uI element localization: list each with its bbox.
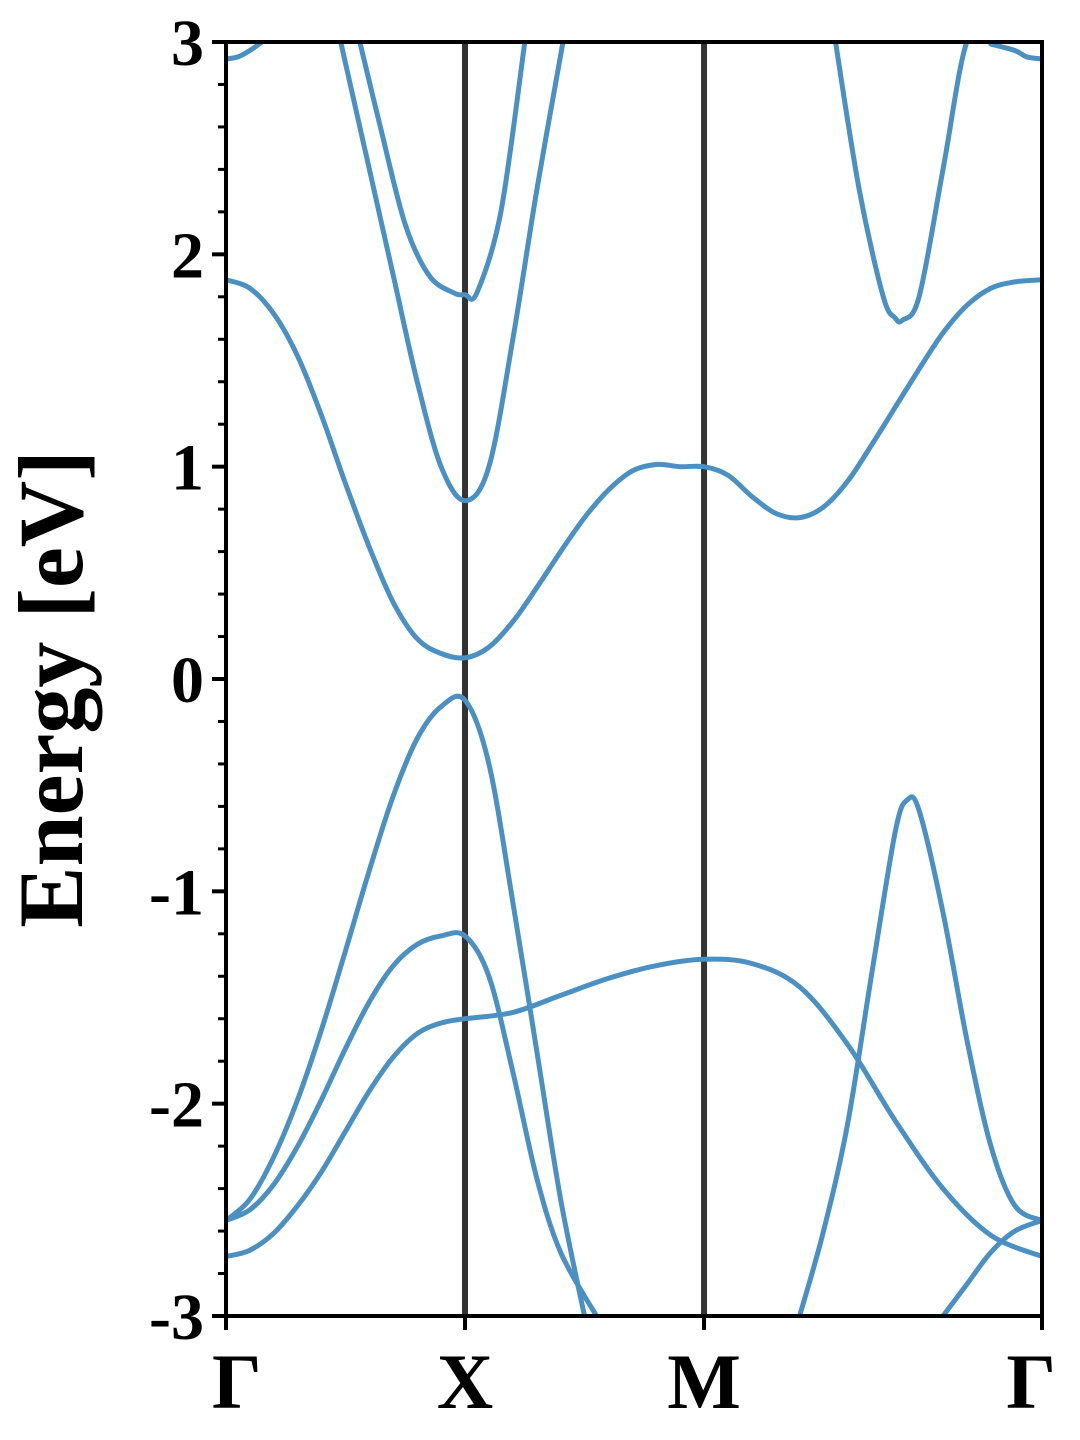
band-line-8 (226, 930, 599, 1316)
y-tick-label: -3 (149, 1281, 204, 1354)
band-line-11 (940, 1218, 1042, 1316)
band-line-6 (226, 42, 265, 62)
y-tick-label: 0 (171, 644, 204, 717)
axis-ticks (212, 40, 1044, 1330)
y-axis-label: Energy [eV] (0, 450, 102, 928)
y-tick-label: 2 (171, 219, 204, 292)
plot-frame (224, 40, 1044, 1318)
y-tick-label: -2 (149, 1069, 204, 1142)
x-tick-label-Γ: Γ (1006, 1338, 1056, 1425)
y-tick-label: -1 (149, 856, 204, 929)
band-line-1 (226, 277, 1042, 661)
y-tick-label: 1 (171, 432, 204, 505)
band-line-10 (797, 794, 1042, 1316)
x-tick-label-M: M (667, 1338, 741, 1425)
band-line-2 (357, 42, 528, 302)
high-symmetry-dividers (462, 42, 708, 1316)
band-line-9 (226, 956, 1042, 1259)
band-line-5 (988, 42, 1042, 62)
x-tick-label-X: X (437, 1338, 493, 1425)
band-line-7 (226, 693, 587, 1316)
y-tick-labels: 3 2 1 0 -1 -2 -3 (149, 7, 204, 1354)
y-tick-label: 3 (171, 7, 204, 80)
band-line-3 (338, 42, 566, 504)
x-tick-label-Γ: Γ (212, 1338, 262, 1425)
band-lines (226, 42, 1042, 1316)
band-line-4 (833, 42, 994, 325)
